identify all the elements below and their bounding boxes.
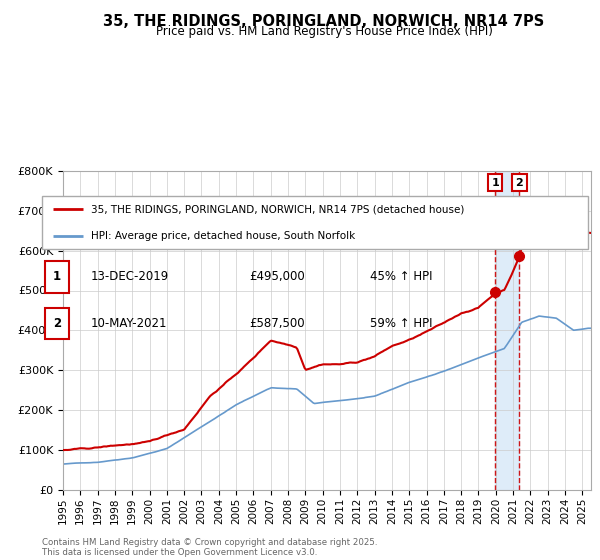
Text: 2: 2 [53, 317, 61, 330]
Text: Price paid vs. HM Land Registry's House Price Index (HPI): Price paid vs. HM Land Registry's House … [155, 25, 493, 38]
Text: 59% ↑ HPI: 59% ↑ HPI [370, 317, 432, 330]
Text: Contains HM Land Registry data © Crown copyright and database right 2025.
This d: Contains HM Land Registry data © Crown c… [42, 538, 377, 557]
FancyBboxPatch shape [45, 307, 70, 339]
Text: 2: 2 [515, 178, 523, 188]
Bar [495, 171, 520, 490]
FancyBboxPatch shape [45, 261, 70, 293]
Text: 35, THE RIDINGS, PORINGLAND, NORWICH, NR14 7PS: 35, THE RIDINGS, PORINGLAND, NORWICH, NR… [103, 14, 545, 29]
Text: £495,000: £495,000 [250, 270, 305, 283]
Text: HPI: Average price, detached house, South Norfolk: HPI: Average price, detached house, Sout… [91, 231, 355, 241]
Text: 1: 1 [491, 178, 499, 188]
FancyBboxPatch shape [42, 196, 588, 249]
Text: 1: 1 [53, 270, 61, 283]
Text: 35, THE RIDINGS, PORINGLAND, NORWICH, NR14 7PS (detached house): 35, THE RIDINGS, PORINGLAND, NORWICH, NR… [91, 204, 464, 214]
Text: 13-DEC-2019: 13-DEC-2019 [91, 270, 169, 283]
Text: 10-MAY-2021: 10-MAY-2021 [91, 317, 167, 330]
Text: £587,500: £587,500 [250, 317, 305, 330]
Text: 45% ↑ HPI: 45% ↑ HPI [370, 270, 432, 283]
